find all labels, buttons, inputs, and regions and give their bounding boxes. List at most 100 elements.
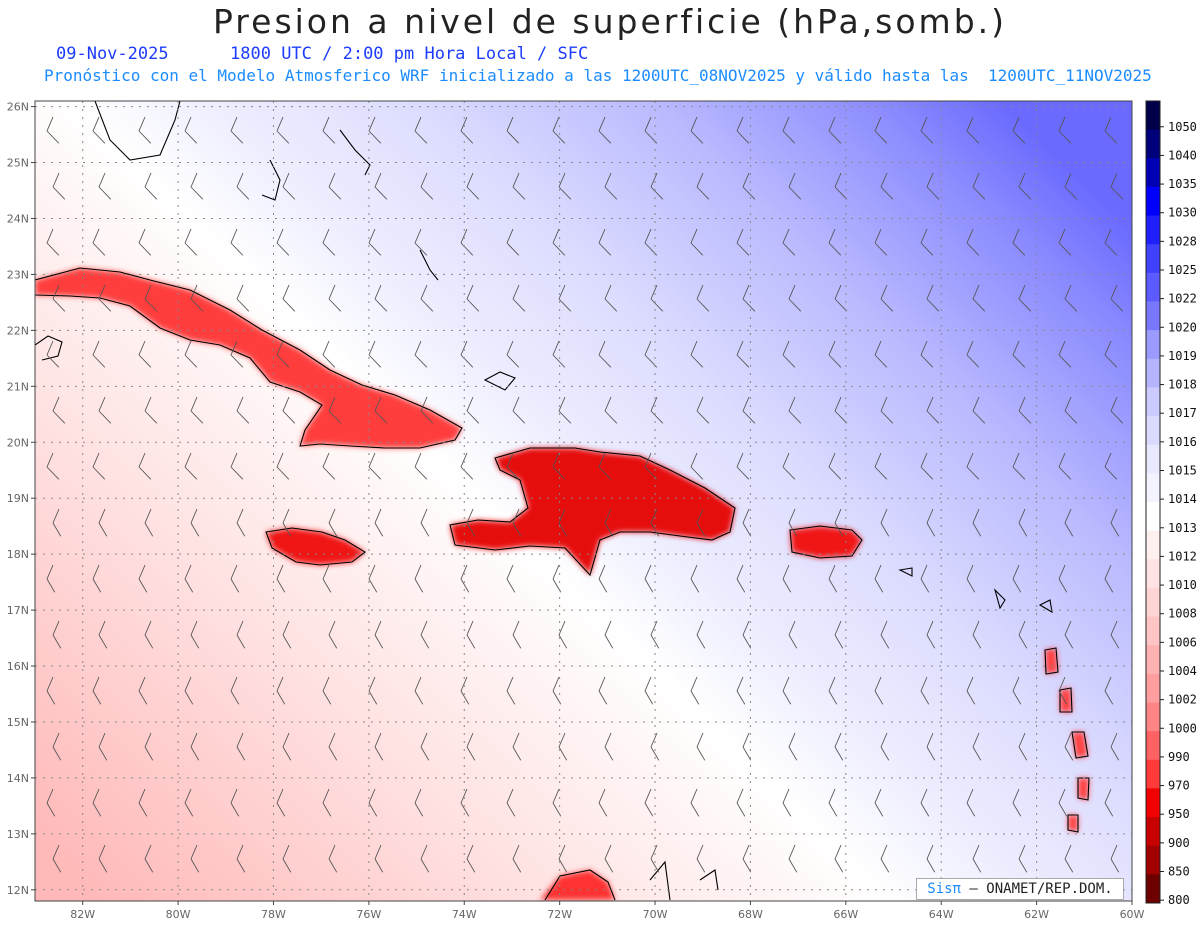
wind-barb [834, 396, 848, 424]
colorbar-label: 1000 [1168, 721, 1197, 735]
wind-barb [1058, 228, 1072, 256]
colorbar-swatch [1146, 559, 1160, 589]
lat-tick-label: 18N [7, 548, 29, 561]
colorbar-label: 1025 [1168, 263, 1197, 277]
wind-barb [736, 564, 746, 593]
wind-barb [782, 788, 792, 817]
wind-barb [276, 676, 286, 705]
colorbar-swatch [1146, 731, 1160, 761]
wind-barb [52, 620, 62, 649]
colorbar-label: 950 [1168, 807, 1190, 821]
page-title: Presion a nivel de superficie (hPa,somb.… [212, 2, 1008, 41]
wind-barb [1104, 676, 1114, 705]
wind-barb [1104, 788, 1114, 817]
wind-barb [604, 508, 614, 537]
wind-barb [1064, 508, 1074, 537]
wind-barb [420, 732, 430, 761]
wind-barb [874, 340, 888, 368]
wind-barb [282, 172, 296, 200]
wind-barb [1104, 116, 1118, 144]
wind-barb [506, 452, 520, 480]
wind-barb [828, 340, 842, 368]
wind-barb [972, 620, 982, 649]
wind-barbs [46, 116, 1124, 873]
colorbar-swatch [1146, 759, 1160, 789]
wind-barb [460, 340, 474, 368]
wind-barb [92, 340, 106, 368]
colorbar-label: 1035 [1168, 177, 1197, 191]
wind-barb [230, 340, 244, 368]
wind-barb [506, 228, 520, 256]
wind-barb [328, 844, 338, 873]
wind-barb [690, 452, 704, 480]
wind-barb [1058, 116, 1072, 144]
wind-barb [874, 788, 884, 817]
wind-barb [690, 228, 704, 256]
plot-frame [34, 100, 1133, 902]
wind-barb [322, 116, 336, 144]
wind-barb [598, 676, 608, 705]
colorbar-swatch [1146, 587, 1160, 618]
wind-barb [926, 732, 936, 761]
lat-tick-label: 23N [7, 268, 29, 281]
wind-barb [598, 116, 612, 144]
wind-barb [184, 340, 198, 368]
wind-barb [276, 116, 290, 144]
wind-barb [414, 788, 424, 817]
wind-barb [690, 788, 700, 817]
lat-tick-label: 16N [7, 660, 29, 673]
lat-tick-label: 20N [7, 436, 29, 449]
wind-barb [184, 452, 198, 480]
wind-barb [138, 228, 152, 256]
wind-barb [742, 284, 756, 312]
wind-barb [374, 732, 384, 761]
wind-barb [144, 508, 154, 537]
wind-barb [782, 228, 796, 256]
wind-barb [920, 788, 930, 817]
wind-barb [736, 788, 746, 817]
wind-barb [598, 564, 608, 593]
wind-barb [650, 620, 660, 649]
lat-tick-label: 21N [7, 380, 29, 393]
wind-barb [190, 172, 204, 200]
wind-barb [466, 620, 476, 649]
colorbar-label: 1008 [1168, 607, 1197, 621]
wind-barb [696, 508, 706, 537]
wind-barb [144, 844, 154, 873]
wind-barb [506, 788, 516, 817]
wind-barb [184, 116, 198, 144]
wind-barb [282, 508, 292, 537]
wind-barb [368, 228, 382, 256]
colorbar-frame [1145, 100, 1161, 904]
wind-barb [138, 564, 148, 593]
wind-barb [98, 284, 112, 312]
wind-barb [874, 228, 888, 256]
wind-barb [834, 844, 844, 873]
wind-barb [788, 732, 798, 761]
wind-barb [368, 788, 378, 817]
wind-barb [144, 396, 158, 424]
wind-barb [690, 564, 700, 593]
wind-barb [460, 452, 474, 480]
wind-barb [368, 564, 378, 593]
wind-barb [558, 844, 568, 873]
wind-barb [972, 508, 982, 537]
colorbar-swatch [1146, 502, 1160, 532]
wind-barb [144, 620, 154, 649]
wind-barb [650, 284, 664, 312]
wind-barb [276, 452, 290, 480]
wind-barb [420, 172, 434, 200]
colorbar-label: 1019 [1168, 349, 1197, 363]
wind-barb [374, 284, 388, 312]
colorbar-label: 1030 [1168, 206, 1197, 220]
wind-barb [1110, 508, 1120, 537]
wind-barb [236, 172, 250, 200]
wind-barb [184, 788, 194, 817]
wind-barb [598, 340, 612, 368]
wind-barb [460, 564, 470, 593]
wind-barb [52, 284, 66, 312]
lat-tick-label: 25N [7, 157, 29, 170]
wind-barb [880, 508, 890, 537]
lon-tick-label: 78W [261, 908, 286, 921]
wind-barb [52, 396, 66, 424]
